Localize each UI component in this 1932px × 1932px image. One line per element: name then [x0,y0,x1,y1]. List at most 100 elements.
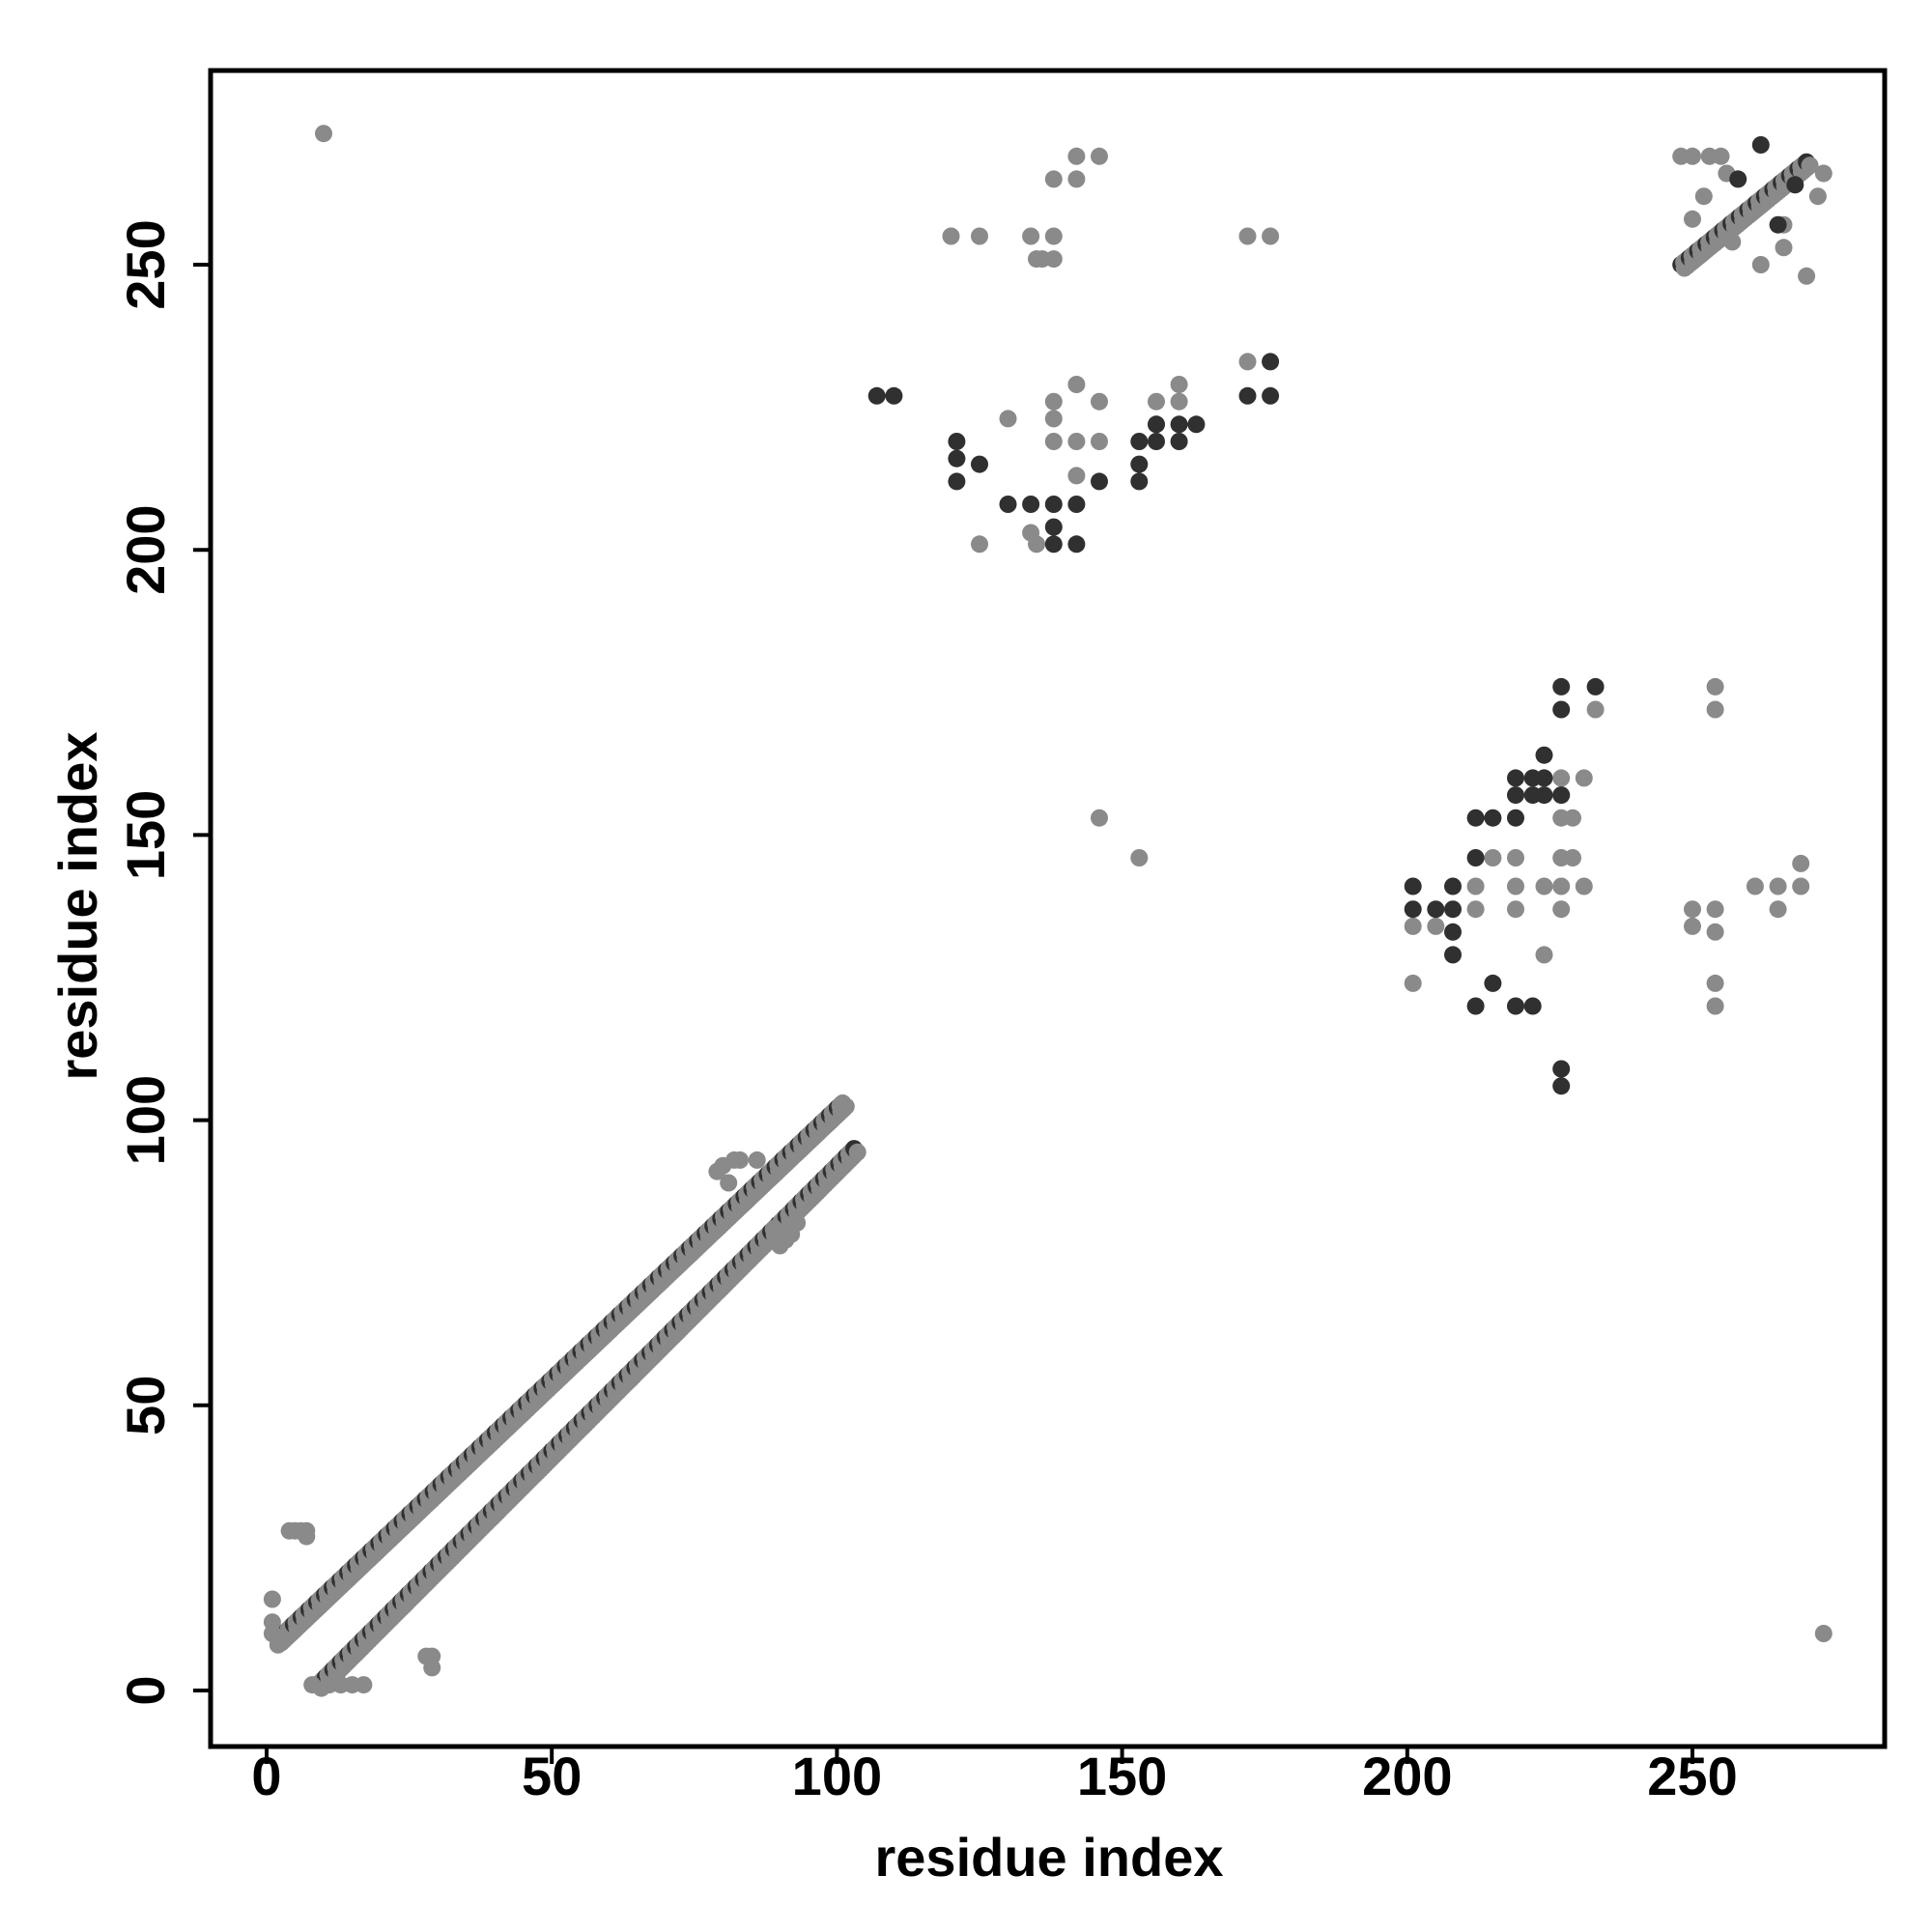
contact-point [1535,769,1553,787]
contact-point [1507,877,1524,895]
contact-point [1684,917,1701,935]
contact-point [1466,997,1485,1015]
contact-point [1586,700,1605,719]
y-tick-label: 0 [115,1675,176,1705]
plot-frame [208,68,1888,1749]
x-axis-label: residue index [874,1827,1223,1888]
contact-point [1684,900,1701,919]
y-axis: 0 50 100 150 200 250 [115,219,211,1706]
contact-point [1552,877,1571,895]
contact-point [788,1213,807,1232]
y-tick-label: 150 [115,790,176,880]
y-tick-label: 250 [115,219,176,309]
y-tick-label: 50 [115,1376,176,1435]
contact-point [1751,256,1770,273]
contact-point [1769,877,1787,895]
contact-point [1792,854,1810,872]
contact-point [1044,227,1063,245]
contact-point [1404,900,1422,919]
contact-point [1130,433,1149,450]
contact-point [1028,535,1045,554]
contact-point [1552,700,1571,719]
contact-point [315,125,332,143]
contact-point [1148,433,1165,450]
contact-point [1444,900,1462,919]
contact-point [1238,227,1257,245]
contact-point [1706,900,1724,919]
contact-point [355,1676,373,1694]
contact-point [1044,535,1063,554]
contact-point [1769,900,1787,919]
x-tick-label: 200 [1362,1746,1452,1806]
contact-point [1170,392,1188,411]
contact-point [1552,1060,1571,1078]
contact-point [948,433,966,450]
contact-point [1044,170,1063,188]
contact-point [1148,415,1165,434]
contact-point [1507,809,1524,827]
contact-point [1444,946,1462,964]
contact-point [1552,677,1571,696]
contact-point [1586,677,1605,696]
contact-point [1091,433,1108,450]
contact-point [1170,415,1188,434]
contact-point [1484,974,1502,992]
contact-point [1746,877,1764,895]
contact-point [948,472,966,491]
contact-point [1170,433,1188,450]
contact-point [1067,467,1086,485]
contact-point [1067,376,1086,393]
y-tick-label: 200 [115,504,176,594]
contact-point [1044,518,1063,536]
contact-point [1130,849,1149,867]
contact-point [1575,769,1593,787]
contact-point [1130,455,1149,473]
contact-point [1535,877,1553,895]
contact-point [303,1676,322,1694]
contact-point [1684,147,1701,165]
contact-point [999,410,1017,428]
contact-point [298,1527,316,1546]
contact-point [748,1151,766,1169]
contact-point [1091,147,1108,165]
x-tick-label: 250 [1647,1746,1737,1806]
contact-point [1706,997,1724,1015]
contact-point [1404,917,1422,935]
contact-point [1552,1077,1571,1095]
contact-point [1484,809,1502,827]
contact-point [765,1219,783,1237]
contact-point [1187,415,1206,434]
contact-point [885,386,903,405]
contact-point [1808,187,1827,206]
contact-point [1552,769,1571,787]
points-layer [263,125,1833,1697]
contact-point [1170,376,1188,393]
contact-point [1706,677,1724,696]
contact-point [1067,170,1086,188]
contact-point [1801,156,1819,175]
x-tick-label: 150 [1077,1746,1167,1806]
y-axis-label: residue index [47,731,108,1080]
contact-point [1751,136,1770,154]
contact-point [1564,809,1581,827]
contact-point [1706,974,1724,992]
contact-point [1694,187,1713,206]
contact-point [1067,433,1086,450]
contact-point [1067,496,1086,513]
contact-point [1404,974,1422,992]
contact-point [1044,410,1063,428]
contact-point [999,496,1017,513]
contact-point [1792,877,1810,895]
contact-point [1466,809,1485,827]
contact-point [1262,353,1280,371]
contact-point [1262,386,1280,405]
contact-point [263,1590,281,1608]
contact-point [1067,535,1086,554]
contact-point [1552,786,1571,805]
contact-point [1575,877,1593,895]
contact-point [423,1659,441,1677]
contact-point [731,1151,749,1169]
contact-point [1022,496,1040,513]
contact-point [1484,849,1502,867]
contact-point [1507,769,1524,787]
